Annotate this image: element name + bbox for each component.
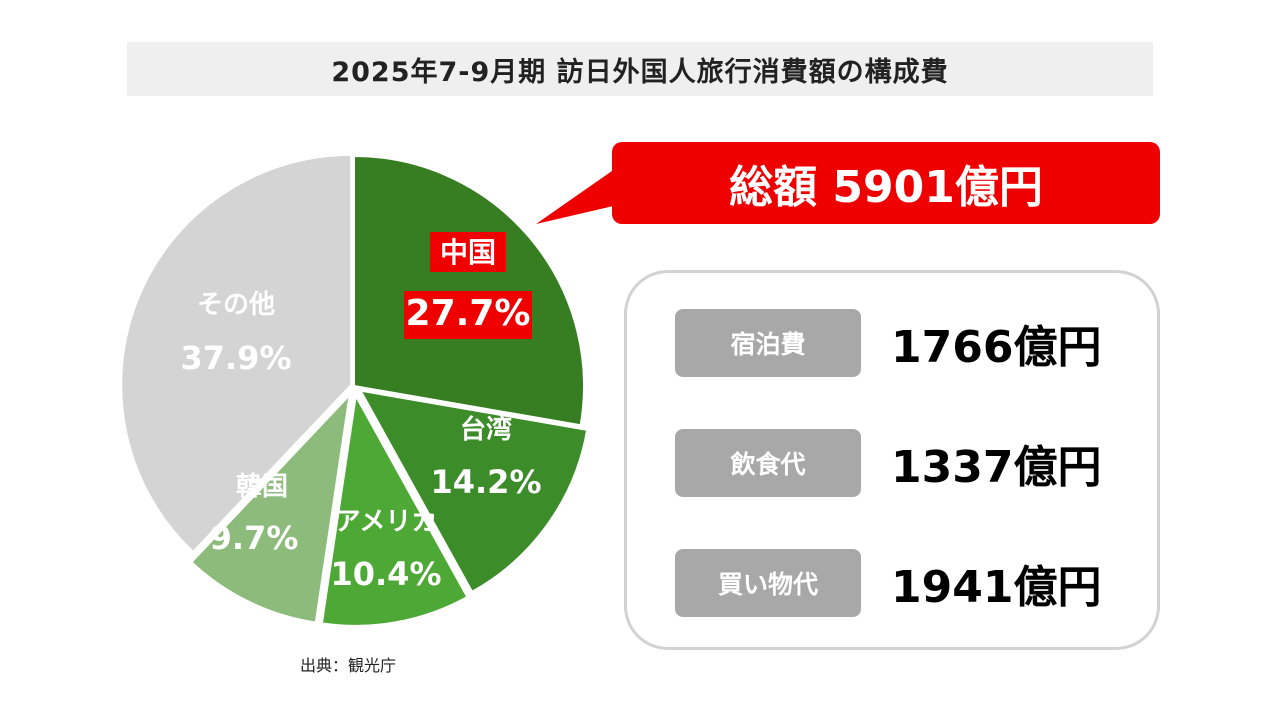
breakdown-row-lodging: 宿泊費 1766億円 (675, 309, 1101, 377)
total-amount-box: 総額 5901億円 (612, 142, 1160, 224)
slice-name-label: アメリカ (335, 507, 438, 537)
slice-name-label: その他 (197, 290, 275, 320)
total-amount: 総額 5901億円 (729, 162, 1043, 213)
slice-value-label: 14.2% (430, 463, 541, 501)
breakdown-row-shopping: 買い物代 1941億円 (675, 549, 1101, 617)
breakdown-value: 1941億円 (891, 562, 1102, 613)
breakdown-value: 1337億円 (891, 442, 1102, 493)
pie-slice (190, 391, 352, 624)
callout-pointer (536, 164, 622, 224)
pie-chart: 中国 27.7% 台湾 14.2% アメリカ 10.4% 韓国 9.7% その他 37.9% (120, 153, 589, 627)
slice-name-label: 台湾 (460, 414, 512, 445)
breakdown-row-food: 飲食代 1337億円 (675, 429, 1101, 497)
pie-slice (358, 389, 589, 594)
breakdown-value: 1766億円 (891, 322, 1102, 373)
highlight-label-background (404, 291, 532, 339)
highlight-label-background (430, 232, 506, 272)
pie-slice (120, 153, 353, 554)
slice-value-label: 9.7% (210, 519, 299, 557)
slice-value-label: 27.7% (406, 293, 531, 334)
breakdown-label: 飲食代 (675, 429, 861, 497)
breakdown-label: 買い物代 (675, 549, 861, 617)
slice-name-label: 中国 (440, 236, 496, 269)
chart-title-bar: 2025年7-9月期 訪日外国人旅行消費額の構成費 (127, 42, 1153, 96)
breakdown-panel: 宿泊費 1766億円 飲食代 1337億円 買い物代 1941億円 (624, 270, 1160, 650)
chart-title: 2025年7-9月期 訪日外国人旅行消費額の構成費 (331, 56, 949, 88)
source-note: 出典：観光庁 (300, 656, 397, 675)
slice-value-label: 10.4% (330, 555, 441, 593)
breakdown-label: 宿泊費 (675, 309, 861, 377)
slice-name-label: 韓国 (236, 472, 288, 502)
slice-value-label: 37.9% (180, 339, 291, 377)
pie-slice (320, 392, 469, 627)
pie-slice (353, 154, 585, 427)
